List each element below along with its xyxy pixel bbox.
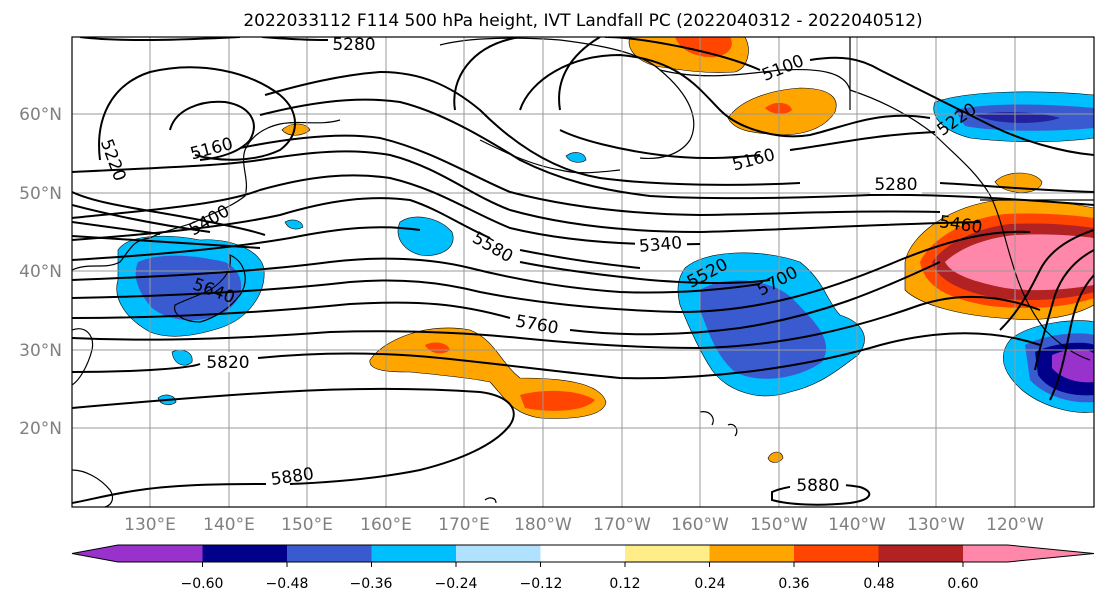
contour-label: 5280 <box>332 35 375 55</box>
colorbar-tick: 0.60 <box>947 576 978 592</box>
lon-label: 130°W <box>907 515 965 535</box>
lon-label: 140°W <box>828 515 886 535</box>
lon-label: 140°E <box>203 515 255 535</box>
colorbar-tick: −0.60 <box>181 576 224 592</box>
lon-label: 130°E <box>124 515 176 535</box>
colorbar-tick: 0.36 <box>778 576 809 592</box>
map-frame <box>71 36 1095 508</box>
colorbar-tick: 0.24 <box>694 576 725 592</box>
colorbar-swatch <box>540 545 625 562</box>
colorbar-tick: −0.36 <box>350 576 393 592</box>
shading-layer <box>116 37 1094 463</box>
colorbar-tick: −0.48 <box>266 576 309 592</box>
colorbar-tick: −0.12 <box>520 576 563 592</box>
lat-label: 20°N <box>19 419 62 439</box>
lon-label: 160°E <box>360 515 412 535</box>
colorbar-swatch <box>963 545 1094 562</box>
colorbar-swatch <box>878 545 963 562</box>
colorbar-swatch <box>72 545 203 562</box>
map-title: 2022033112 F114 500 hPa height, IVT Land… <box>243 11 922 31</box>
lon-label: 170°W <box>593 515 651 535</box>
lon-label: 150°E <box>281 515 333 535</box>
lon-label: 160°W <box>671 515 729 535</box>
latitude-labels: 60°N 50°N 40°N 30°N 20°N <box>19 105 62 439</box>
map-panel: 5280 5100 5220 5160 5220 5160 5280 5400 … <box>72 35 1094 507</box>
longitude-labels: 130°E 140°E 150°E 160°E 170°E 180°W 170°… <box>124 515 1044 535</box>
contour-label: 5340 <box>638 233 683 257</box>
colorbar-ticks: −0.60 −0.48 −0.36 −0.24 −0.12 0.12 0.24 … <box>181 576 979 592</box>
colorbar-outline <box>71 544 1095 563</box>
colorbar-swatch <box>456 545 541 562</box>
shade-japan-core <box>135 255 242 321</box>
lon-label: 180°W <box>514 515 572 535</box>
contour-label: 5280 <box>874 175 917 195</box>
lon-label: 120°W <box>986 515 1044 535</box>
colorbar-swatch <box>794 545 879 562</box>
colorbar-tick: 0.48 <box>863 576 894 592</box>
colorbar <box>71 544 1095 567</box>
lon-label: 170°E <box>438 515 490 535</box>
colorbar-swatch <box>202 545 287 562</box>
lat-label: 50°N <box>19 184 62 204</box>
lat-label: 30°N <box>19 341 62 361</box>
contour-label: 5820 <box>206 353 249 373</box>
colorbar-tick: 0.12 <box>609 576 640 592</box>
lat-label: 40°N <box>19 262 62 282</box>
lat-label: 60°N <box>19 105 62 125</box>
colorbar-tick: −0.24 <box>435 576 478 592</box>
height-contours <box>72 37 1094 506</box>
lon-label: 150°W <box>750 515 808 535</box>
colorbar-swatch <box>625 545 710 562</box>
contour-label: 5880 <box>796 476 839 496</box>
colorbar-swatch <box>709 545 794 562</box>
colorbar-swatch <box>287 545 372 562</box>
colorbar-swatch <box>371 545 456 562</box>
